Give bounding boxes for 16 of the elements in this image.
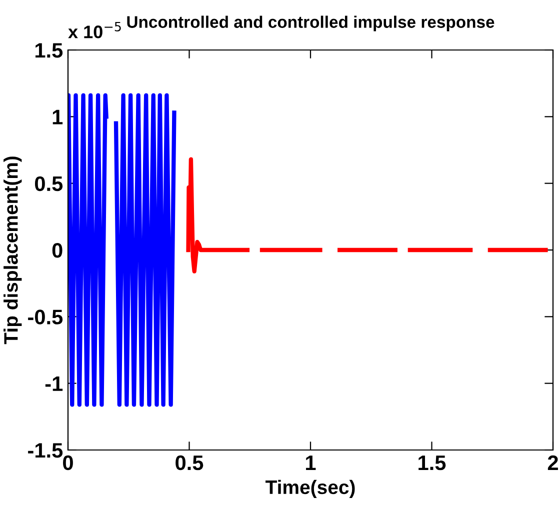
text: x 10$^{−5}$ xyxy=(68,22,121,38)
x-tick-label: 0 xyxy=(63,455,73,470)
chart-title: Uncontrolled and controlled impulse response xyxy=(127,16,494,32)
x-tick-label: 0.5 xyxy=(176,455,204,470)
y-tick-label: 1 xyxy=(52,110,63,124)
x-tick-label: 1 xyxy=(306,456,316,470)
y-tick-label: -0.5 xyxy=(28,310,63,324)
x-tick-label: 2 xyxy=(548,455,558,470)
y-tick-label: -1.5 xyxy=(28,443,63,458)
x-axis-title: Time(sec) xyxy=(266,480,355,498)
y-axis-title: Tip displacement(m) xyxy=(4,156,22,344)
y-tick-label: 1.5 xyxy=(35,43,63,58)
x-tick-label: 1.5 xyxy=(418,456,446,470)
y-tick-label: 0 xyxy=(52,243,62,258)
y-tick-label: 0.5 xyxy=(35,176,63,192)
y-tick-label: -1 xyxy=(45,376,63,391)
